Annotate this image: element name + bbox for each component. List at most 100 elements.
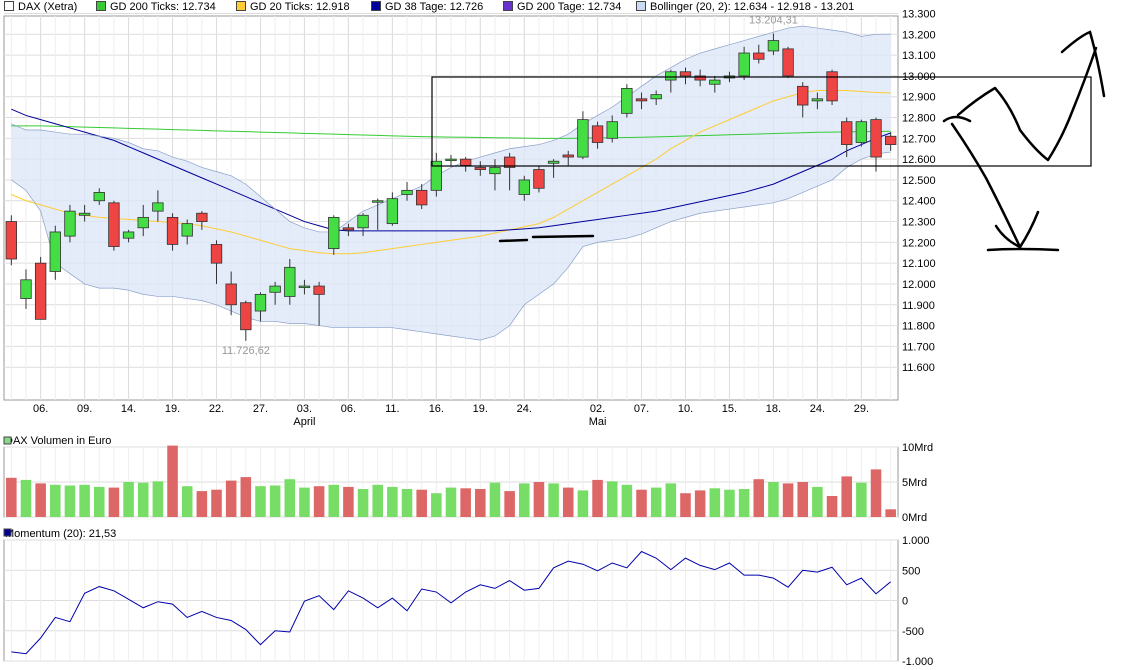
volume-bar (137, 482, 149, 517)
volume-bar (738, 489, 750, 517)
candle-up (269, 285, 281, 293)
volume-bar (680, 493, 691, 517)
candle-down (5, 221, 18, 260)
price-x-tick-label: 15. (722, 403, 737, 415)
candle-down (342, 227, 355, 231)
candle-down (797, 85, 809, 106)
legend-swatch (371, 1, 381, 11)
volume-bar (577, 490, 589, 517)
candle-up (328, 216, 340, 249)
volume-bar (269, 485, 281, 517)
volume-bar (181, 486, 193, 517)
price-y-tick-label: 12.300 (902, 217, 936, 229)
price-y-tick-label: 12.800 (902, 113, 936, 125)
legend-item: Bollinger (20, 2): 12.634 - 12.918 - 13.… (636, 1, 854, 13)
volume-bar (357, 489, 369, 517)
volume-bar (416, 489, 427, 517)
month-label: April (293, 416, 315, 428)
candle-up (577, 119, 589, 158)
legend-swatch (236, 1, 246, 11)
legend-label: DAX (Xetra) (18, 1, 78, 13)
series-line-gd-38-tage (11, 108, 891, 232)
candle-up (665, 71, 677, 81)
candle-down (34, 262, 47, 320)
candle-up (254, 293, 267, 312)
candle-down (474, 167, 486, 170)
volume-bar (548, 483, 559, 517)
drawn-down-arrowhead (986, 210, 1060, 252)
candle-down (503, 156, 516, 168)
momentum-y-tick-label: 0 (902, 596, 908, 608)
price-x-tick-label: 27. (253, 403, 268, 415)
candle-down (108, 202, 120, 247)
candle-up (430, 160, 443, 191)
volume-bar (562, 487, 574, 517)
chart-legend: DAX (Xetra) GD 200 Ticks: 12.734 GD 20 Tic… (0, 0, 1129, 14)
volume-bar (299, 487, 310, 517)
price-x-tick-label: 02. (590, 403, 605, 415)
candle-up (547, 160, 560, 164)
series-line-bollinger-unten (11, 151, 891, 341)
candle-down (240, 302, 252, 331)
price-y-tick-label: 13.300 (902, 8, 936, 20)
volume-bar (475, 489, 486, 517)
candle-up (122, 231, 135, 239)
candle-up (709, 79, 721, 85)
candle-down (225, 283, 237, 306)
volume-bar (856, 482, 867, 517)
volume-y-tick-label: 5Mrd (902, 477, 927, 489)
candle-up (64, 210, 76, 237)
price-y-tick-label: 12.200 (902, 237, 936, 249)
candle-down (591, 125, 604, 143)
legend-label: GD 20 Ticks: 12.918 (250, 1, 350, 13)
volume-bar (79, 484, 90, 517)
volume-bar (782, 483, 794, 517)
price-x-tick-label: 14. (121, 403, 136, 415)
volume-bar (211, 489, 222, 517)
momentum-y-tick-label: -1.000 (902, 656, 933, 668)
volume-bar (6, 477, 17, 517)
candle-down (210, 244, 223, 264)
candle-up (606, 121, 618, 139)
candle-up (181, 223, 193, 237)
momentum-y-tick-label: 500 (902, 565, 920, 577)
candle-up (518, 179, 530, 195)
volume-bar (665, 483, 677, 517)
price-y-tick-label: 12.900 (902, 92, 936, 104)
momentum-panel-title: Momentum (20): 21,53 (5, 528, 116, 540)
volume-bar (225, 480, 237, 517)
volume-bar (445, 487, 457, 517)
candle-up (20, 279, 32, 299)
legend-label: GD 38 Tage: 12.726 (385, 1, 484, 13)
drawn-down-arrow-path (950, 122, 1022, 249)
price-x-tick-label: 03. (297, 403, 312, 415)
candle-up (284, 266, 296, 297)
candle-down (753, 52, 765, 60)
price-y-tick-label: 12.000 (902, 279, 936, 291)
momentum-y-tick-label: 1.000 (902, 535, 930, 547)
volume-bar (240, 477, 252, 517)
price-x-tick-label: 24. (810, 403, 825, 415)
volume-bar (826, 496, 838, 517)
volume-bar (812, 486, 823, 517)
price-x-tick-label: 19. (473, 403, 488, 415)
volume-bar (64, 485, 76, 517)
candle-up (137, 216, 149, 229)
candle-up (152, 202, 164, 212)
volume-bar (636, 489, 647, 517)
candle-up (386, 198, 399, 225)
volume-bar (504, 491, 515, 517)
candle-up (49, 231, 61, 272)
volume-bar (328, 484, 340, 517)
volume-bar (709, 488, 721, 517)
candle-up (650, 94, 662, 100)
momentum-legend-swatch (3, 528, 12, 537)
legend-item: DAX (Xetra) (4, 1, 77, 13)
volume-legend-swatch (3, 436, 12, 445)
volume-bar (885, 509, 896, 517)
volume-bar (343, 486, 354, 517)
volume-bar (753, 479, 765, 517)
volume-bar (724, 489, 735, 517)
candle-up (855, 121, 868, 143)
volume-bar (870, 469, 882, 517)
